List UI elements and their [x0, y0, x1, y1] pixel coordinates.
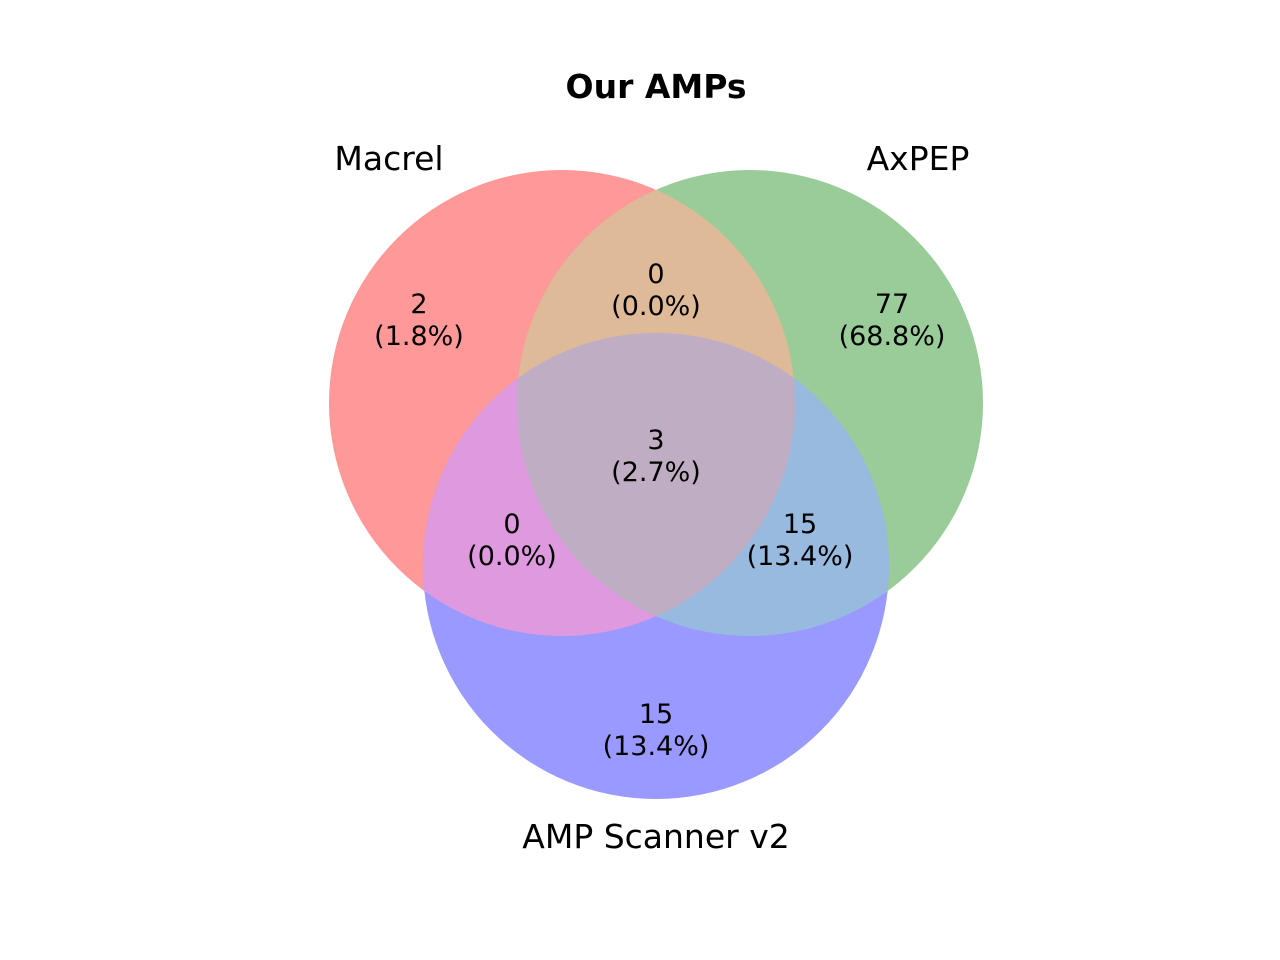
all-three-overlap	[517, 333, 795, 636]
region-macrel-axpep: 0 (0.0%)	[611, 259, 701, 322]
diagram-title: Our AMPs	[566, 67, 747, 106]
set-label-macrel: Macrel	[334, 139, 443, 178]
region-macrel-only: 2 (1.8%)	[374, 289, 464, 352]
region-axpep-ampscanner: 15 (13.4%)	[747, 509, 854, 572]
region-count: 15	[639, 699, 673, 730]
set-label-axpep: AxPEP	[867, 139, 970, 178]
region-axpep-only: 77 (68.8%)	[839, 289, 946, 352]
region-all-three: 3 (2.7%)	[611, 425, 701, 488]
region-percent: (0.0%)	[467, 541, 557, 572]
region-macrel-ampscanner: 0 (0.0%)	[467, 509, 557, 572]
region-percent: (0.0%)	[611, 291, 701, 322]
region-count: 2	[410, 289, 427, 320]
region-percent: (68.8%)	[839, 321, 946, 352]
region-ampscanner-only: 15 (13.4%)	[603, 699, 710, 762]
region-percent: (1.8%)	[374, 321, 464, 352]
region-count: 0	[503, 509, 520, 540]
region-count: 3	[647, 425, 664, 456]
region-count: 15	[783, 509, 817, 540]
region-percent: (2.7%)	[611, 457, 701, 488]
set-label-ampscanner: AMP Scanner v2	[522, 817, 789, 856]
region-count: 0	[647, 259, 664, 290]
region-count: 77	[875, 289, 909, 320]
region-percent: (13.4%)	[603, 731, 710, 762]
region-percent: (13.4%)	[747, 541, 854, 572]
